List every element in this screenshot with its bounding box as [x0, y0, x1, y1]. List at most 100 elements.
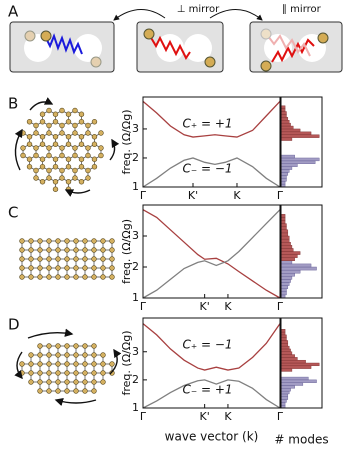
histogram-bar	[280, 365, 312, 369]
site	[28, 256, 34, 262]
y-tick-label: 1	[132, 291, 139, 304]
site	[64, 352, 70, 358]
histogram-bar	[280, 291, 287, 296]
histogram-bar	[280, 379, 317, 383]
site	[82, 256, 88, 262]
panel-label: A	[8, 3, 19, 21]
histogram-bar	[280, 269, 301, 274]
site	[65, 111, 72, 117]
site	[59, 175, 65, 181]
site	[91, 274, 97, 280]
site	[20, 152, 26, 159]
site	[91, 141, 98, 147]
site	[37, 256, 43, 262]
site	[100, 352, 106, 358]
histogram-bar	[280, 266, 317, 271]
histogram-bar	[280, 232, 289, 237]
histogram-bar	[280, 331, 286, 336]
site	[19, 361, 25, 367]
site	[64, 256, 70, 262]
site	[26, 156, 33, 162]
x-tick-label: Γ	[277, 410, 284, 423]
site	[26, 164, 33, 170]
histogram-bar	[280, 125, 294, 130]
motion-arrow	[14, 351, 23, 380]
site	[109, 361, 115, 367]
histogram-bar	[280, 180, 286, 185]
histogram-bar	[280, 368, 293, 372]
y-tick-label: 2	[132, 260, 139, 273]
site	[28, 238, 34, 244]
arrow-label: ⊥ mirror	[177, 4, 220, 15]
site	[59, 167, 65, 174]
site	[26, 119, 33, 125]
site	[55, 343, 61, 349]
histogram-bar	[280, 257, 295, 262]
site	[28, 247, 34, 253]
histogram-bar	[280, 282, 290, 286]
site	[98, 152, 104, 159]
site	[78, 119, 85, 125]
site	[78, 141, 85, 147]
plot-frame	[142, 317, 281, 409]
histogram-bar	[280, 175, 287, 179]
site	[46, 256, 52, 262]
site	[46, 274, 52, 280]
site	[72, 130, 78, 136]
site	[46, 152, 52, 159]
site	[100, 370, 106, 376]
site	[46, 107, 52, 114]
band-curve	[142, 209, 281, 299]
site	[65, 179, 72, 185]
site	[100, 256, 106, 262]
histogram-bar	[280, 348, 291, 352]
site	[85, 130, 91, 136]
site	[64, 388, 70, 394]
histogram-bar	[280, 217, 286, 221]
y-tick-label: 2	[132, 151, 139, 164]
histogram-bar	[280, 396, 289, 400]
histogram-bar	[280, 229, 289, 234]
histogram-bar	[280, 357, 298, 361]
site	[28, 361, 34, 367]
site	[98, 130, 104, 136]
site	[37, 274, 43, 280]
y-axis-label: freq. (Ω/Ωg)	[120, 110, 133, 175]
site	[85, 175, 91, 181]
site	[65, 164, 72, 170]
arrow-label: ∥ mirror	[282, 4, 322, 15]
site	[91, 370, 97, 376]
site	[73, 370, 79, 376]
histogram-bar	[280, 390, 290, 395]
chern-label: C₋ = −1	[182, 162, 232, 176]
histogram-bar	[280, 248, 294, 252]
histogram-bar	[280, 105, 286, 109]
site	[19, 256, 25, 262]
site	[46, 352, 52, 358]
site	[82, 343, 88, 349]
histogram-bar	[280, 111, 287, 115]
chern-label: C₋ = +1	[182, 383, 232, 397]
site	[52, 179, 59, 185]
site	[55, 352, 61, 358]
site	[73, 352, 79, 358]
site	[39, 156, 46, 162]
panel-label: D	[8, 316, 20, 334]
site	[82, 265, 88, 271]
histogram-bar	[280, 172, 289, 176]
site	[64, 361, 70, 367]
site	[37, 370, 43, 376]
site	[19, 265, 25, 271]
histogram-bar	[280, 223, 287, 227]
motion-arrow	[54, 397, 97, 407]
site	[82, 247, 88, 253]
site	[72, 107, 78, 114]
panel-a-drawing	[9, 9, 343, 73]
site	[91, 134, 98, 140]
site	[39, 111, 46, 117]
site	[59, 152, 65, 159]
site	[64, 343, 70, 349]
site	[91, 352, 97, 358]
site	[85, 122, 91, 129]
